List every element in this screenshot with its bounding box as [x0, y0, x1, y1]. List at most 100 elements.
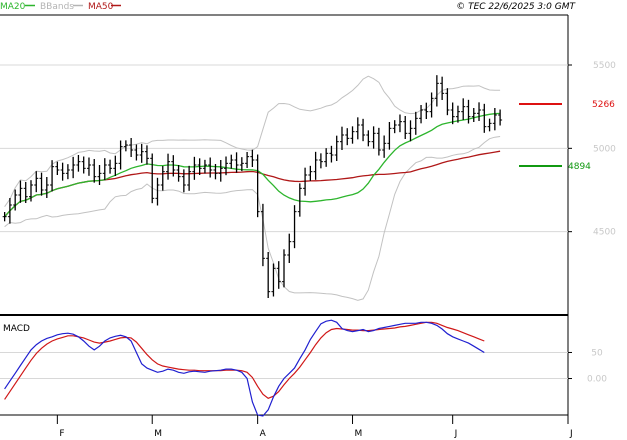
- price-bar-52: [276, 261, 281, 289]
- price-bar-19: [102, 158, 107, 181]
- price-bar-53: [282, 249, 286, 288]
- x-tick-label-2: A: [260, 429, 267, 439]
- price-bar-87: [461, 98, 466, 120]
- price-bar-43: [229, 154, 234, 169]
- copyright-timestamp: © TEC 22/6/2025 3:0 GMT: [456, 2, 576, 12]
- price-bar-30: [160, 166, 165, 191]
- price-bar-50: [266, 252, 271, 298]
- price-bar-22: [118, 140, 123, 170]
- price-bar-8: [44, 177, 49, 198]
- price-bar-74: [392, 120, 397, 134]
- resistance-label: 5266: [592, 100, 615, 110]
- price-bar-27: [144, 145, 149, 165]
- price-bar-56: [297, 183, 302, 217]
- price-bar-61: [324, 148, 329, 167]
- price-bar-33: [176, 165, 181, 182]
- price-bar-91: [482, 103, 487, 133]
- price-bar-73: [387, 122, 392, 150]
- price-bar-45: [239, 157, 244, 172]
- gridlines: [0, 64, 568, 380]
- price-bar-82: [434, 75, 439, 107]
- price-bars: [2, 75, 503, 298]
- macd-title: MACD: [3, 324, 30, 334]
- price-bar-5: [28, 180, 33, 202]
- price-bar-69: [366, 130, 371, 147]
- price-bar-88: [466, 99, 471, 124]
- legend-ma50: MA50: [88, 2, 114, 12]
- legend-bbands: BBands: [40, 2, 74, 12]
- price-bar-48: [255, 154, 260, 218]
- bband-lower-line: [4, 136, 501, 301]
- price-bar-81: [429, 92, 434, 118]
- price-bar-23: [123, 140, 128, 152]
- price-bar-79: [419, 105, 424, 124]
- price-bar-25: [134, 144, 139, 161]
- price-bar-2: [13, 189, 18, 211]
- price-bar-62: [329, 145, 334, 163]
- price-bar-0: [2, 212, 7, 222]
- price-bar-72: [382, 135, 387, 158]
- macd-y-tick-label-1: 0.00: [587, 375, 607, 385]
- macd-line: [4, 319, 485, 417]
- price-bar-83: [440, 76, 445, 100]
- price-bar-84: [445, 88, 450, 116]
- y-tick-label-2: 5500: [593, 61, 616, 71]
- price-bar-68: [361, 118, 366, 142]
- y-axis-ticks: 4500 5000 5500 50 0.00: [568, 61, 616, 385]
- price-bar-34: [181, 169, 186, 193]
- price-bar-80: [424, 102, 429, 119]
- price-bar-28: [150, 153, 155, 204]
- price-bar-4: [23, 182, 28, 203]
- price-bar-54: [287, 233, 292, 263]
- price-bar-31: [166, 153, 171, 180]
- y-tick-label-0: 4500: [593, 228, 616, 238]
- price-bar-37: [197, 158, 202, 175]
- price-bar-18: [97, 165, 102, 185]
- price-bar-77: [408, 120, 413, 142]
- x-tick-label-4: J: [454, 429, 458, 439]
- macd-y-tick-label-0: 50: [591, 348, 603, 358]
- price-bar-10: [55, 161, 60, 175]
- price-bar-49: [260, 203, 265, 267]
- price-bar-51: [271, 263, 276, 297]
- macd-lines: [4, 319, 485, 417]
- price-bar-46: [245, 152, 250, 168]
- price-bar-21: [113, 155, 118, 176]
- price-bar-29: [155, 177, 160, 206]
- price-bar-26: [139, 143, 144, 163]
- price-bar-57: [303, 167, 308, 196]
- ma20-line: [4, 112, 501, 218]
- price-bar-66: [350, 126, 355, 144]
- price-bar-90: [477, 102, 482, 121]
- price-bar-36: [192, 156, 197, 180]
- price-bar-42: [224, 156, 229, 176]
- price-bar-1: [7, 198, 12, 224]
- price-bar-58: [308, 165, 313, 181]
- y-tick-label-1: 5000: [593, 144, 616, 154]
- price-bar-47: [250, 149, 255, 167]
- price-bar-6: [34, 171, 39, 193]
- x-tick-label-3: M: [355, 429, 363, 439]
- price-bar-60: [318, 153, 323, 169]
- support-resistance-levels: 5266 4894: [519, 100, 615, 172]
- price-bar-89: [471, 108, 476, 122]
- price-bar-85: [450, 102, 455, 125]
- price-bar-75: [397, 114, 402, 133]
- price-bar-71: [376, 127, 381, 156]
- price-bar-44: [234, 152, 239, 173]
- price-bar-38: [202, 159, 207, 174]
- macd-signal-line: [4, 321, 485, 400]
- price-bar-59: [313, 151, 318, 180]
- x-tick-label-1: M: [154, 429, 162, 439]
- moving-averages: [4, 112, 501, 218]
- legend-ma20: MA20: [0, 2, 26, 12]
- price-bar-94: [498, 109, 503, 126]
- price-bar-65: [345, 128, 350, 146]
- price-bar-7: [39, 172, 44, 196]
- price-bar-15: [81, 156, 86, 174]
- support-label: 4894: [568, 162, 591, 172]
- price-bar-9: [50, 160, 55, 192]
- price-bar-63: [334, 135, 339, 161]
